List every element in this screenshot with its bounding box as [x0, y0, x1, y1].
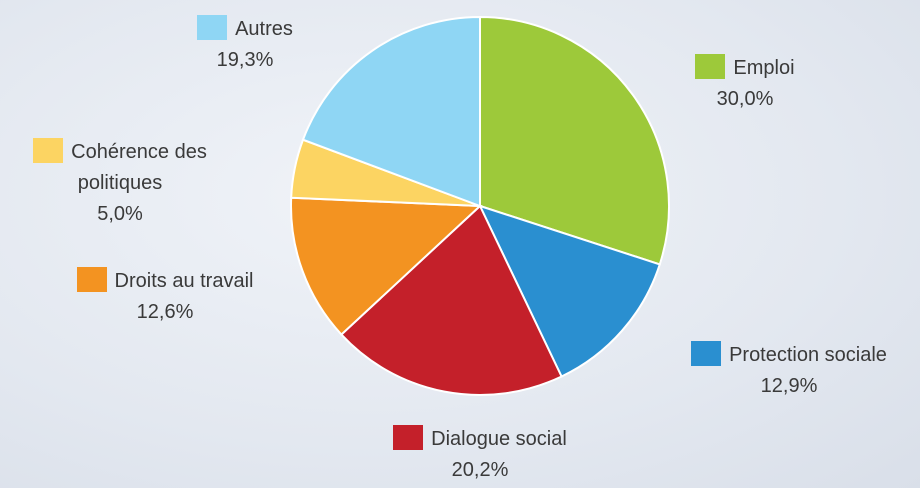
legend-label: Dialogue social — [431, 428, 567, 450]
legend-label: Droits au travail — [114, 270, 254, 292]
value-label: 12,6% — [136, 301, 194, 323]
legend-entry: Autres 19,3% — [165, 14, 325, 76]
legend-swatch — [76, 267, 107, 292]
legend-swatch — [393, 425, 424, 450]
legend-label: Emploi — [733, 57, 795, 79]
legend-swatch — [197, 15, 228, 40]
pie-slice — [478, 204, 662, 378]
value-label: 30,0% — [716, 88, 774, 110]
value-label: 12,9% — [760, 375, 818, 397]
value-label: 19,3% — [216, 49, 274, 71]
value-label: 20,2% — [451, 459, 509, 481]
legend-entry: Emploi 30,0% — [660, 53, 830, 115]
legend-entry: Cohérence des politiques 5,0% — [5, 137, 235, 230]
pie-slice — [479, 15, 670, 266]
legend-swatch — [33, 138, 64, 163]
value-label: 5,0% — [97, 203, 143, 225]
legend-label: Cohérence des politiques — [71, 141, 207, 194]
legend-label: Autres — [235, 18, 293, 40]
legend-swatch — [691, 341, 722, 366]
legend-entry: Protection sociale 12,9% — [660, 340, 918, 402]
pie-slice — [290, 196, 483, 336]
legend-label: Protection sociale — [729, 344, 887, 366]
legend-entry: Droits au travail 12,6% — [45, 266, 285, 328]
pie-slice — [340, 204, 563, 396]
legend-swatch — [695, 54, 726, 79]
legend-entry: Dialogue social 20,2% — [360, 424, 600, 486]
pie-slice — [301, 15, 481, 208]
